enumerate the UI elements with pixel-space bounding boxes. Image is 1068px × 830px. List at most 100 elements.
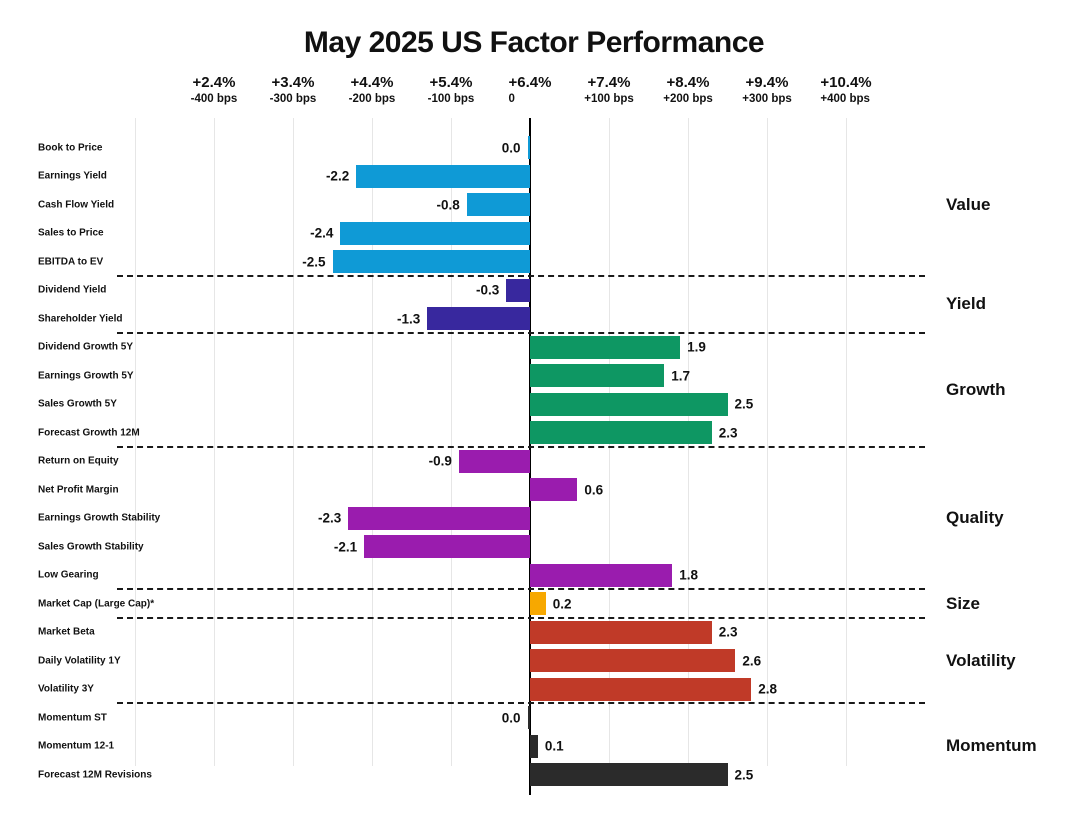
bar-value-label: 0.1 — [544, 738, 564, 754]
group-separator — [117, 274, 925, 277]
factor-label: Earnings Growth Stability — [38, 512, 161, 524]
axis-tick-percent: +6.4% — [508, 74, 552, 91]
factor-bar — [530, 392, 728, 416]
axis-tick: +10.4% +400 bps — [820, 74, 871, 107]
factor-label: Market Cap (Large Cap)* — [38, 598, 155, 609]
factor-label: Sales to Price — [38, 227, 104, 239]
factor-bar — [458, 449, 530, 473]
bar-value-label: 2.3 — [718, 624, 738, 640]
factor-bar — [340, 221, 530, 245]
factor-label: Momentum 12-1 — [38, 740, 115, 752]
factor-bar — [530, 620, 712, 644]
factor-label: Market Beta — [38, 626, 95, 638]
factor-label: Net Profit Margin — [38, 484, 119, 495]
factor-label: Earnings Yield — [38, 170, 107, 182]
factor-label: Return on Equity — [38, 455, 119, 467]
factor-label: Shareholder Yield — [38, 313, 123, 324]
factor-bar — [530, 592, 546, 615]
axis-tick-bps: +100 bps — [584, 93, 634, 105]
factor-bar — [364, 535, 530, 558]
gridline — [371, 118, 373, 766]
bar-value-label: 1.8 — [679, 567, 698, 583]
axis-tick: +5.4% -100 bps — [428, 74, 475, 107]
chart-title: May 2025 US Factor Performance — [303, 26, 765, 59]
group-separator — [117, 588, 925, 591]
axis-tick-bps: -400 bps — [190, 93, 238, 105]
factor-bar — [530, 364, 665, 387]
axis-tick-bps: +400 bps — [820, 93, 870, 105]
axis-tick-bps: +200 bps — [663, 93, 713, 105]
factor-label: Forecast 12M Revisions — [38, 769, 152, 780]
gridline — [766, 118, 768, 766]
bar-value-label: 1.7 — [671, 368, 691, 383]
axis-tick: +8.4% +200 bps — [663, 74, 713, 107]
axis-tick: +4.4% -200 bps — [349, 74, 396, 107]
bar-value-label: 0.0 — [501, 140, 521, 155]
axis-tick-percent: +10.4% — [820, 74, 872, 91]
group-separator — [117, 616, 925, 619]
axis-tick: +3.4% -300 bps — [270, 74, 317, 107]
axis-tick-percent: +7.4% — [587, 74, 631, 91]
axis-tick-bps: +300 bps — [742, 93, 792, 105]
category-label: Yield — [946, 294, 986, 314]
axis-tick-percent: +4.4% — [350, 74, 394, 91]
bar-value-label: -0.3 — [476, 282, 500, 298]
group-separator — [117, 331, 925, 334]
factor-label: Sales Growth 5Y — [38, 398, 117, 410]
group-separator — [117, 445, 925, 448]
factor-bar — [530, 478, 578, 501]
bar-value-label: 0.2 — [552, 596, 572, 611]
factor-bar — [466, 193, 530, 216]
bar-value-label: 0.0 — [501, 710, 521, 725]
factor-bar — [530, 563, 673, 587]
factor-label: Earnings Growth 5Y — [38, 370, 134, 381]
factor-bar — [530, 677, 752, 701]
bar-value-label: 2.8 — [758, 681, 777, 697]
factor-bar — [348, 506, 530, 530]
factor-label: Momentum ST — [38, 712, 107, 723]
gridline — [134, 118, 136, 766]
factor-label: Book to Price — [38, 142, 103, 153]
bar-value-label: -2.1 — [333, 539, 358, 554]
factor-bar — [530, 763, 728, 786]
zero-axis — [529, 118, 531, 795]
bar-value-label: -0.9 — [428, 453, 452, 469]
axis-tick-bps: -300 bps — [269, 93, 317, 105]
gridline — [292, 118, 294, 766]
factor-bar — [506, 278, 530, 302]
factor-bar — [527, 706, 530, 729]
axis-tick: +7.4% +100 bps — [584, 74, 634, 107]
factor-label: Volatility 3Y — [38, 683, 94, 695]
category-label: Size — [946, 593, 981, 613]
category-label: Value — [946, 194, 991, 214]
factor-bar — [530, 734, 538, 758]
factor-bar — [530, 335, 681, 359]
gridline — [845, 118, 847, 766]
factor-label: Daily Volatility 1Y — [38, 655, 121, 666]
axis-tick: +9.4% +300 bps — [742, 74, 792, 107]
factor-bar — [356, 164, 530, 188]
axis-tick-bps: -100 bps — [427, 93, 475, 105]
factor-bar — [527, 136, 530, 159]
bar-value-label: -1.3 — [397, 311, 421, 326]
category-label: Volatility — [946, 650, 1016, 670]
factor-label: Forecast Growth 12M — [38, 427, 140, 438]
gridline — [450, 118, 452, 766]
factor-label: Cash Flow Yield — [38, 199, 115, 210]
axis-tick-percent: +2.4% — [192, 74, 236, 91]
category-label: Quality — [946, 508, 1004, 527]
bar-value-label: -2.2 — [325, 168, 350, 184]
axis-tick-percent: +5.4% — [429, 74, 473, 91]
axis-tick: +6.4% 0 — [509, 74, 552, 107]
bar-value-label: 0.6 — [584, 482, 604, 497]
axis-tick-percent: +3.4% — [271, 74, 315, 91]
factor-label: Dividend Growth 5Y — [38, 341, 134, 353]
axis-tick: +2.4% -400 bps — [191, 74, 238, 107]
bar-value-label: -2.5 — [302, 254, 326, 269]
bar-value-label: 2.5 — [734, 767, 754, 782]
factor-label: Low Gearing — [38, 569, 99, 581]
bar-value-label: 1.9 — [687, 339, 706, 355]
bar-value-label: -2.4 — [310, 225, 334, 241]
bar-value-label: 2.6 — [742, 653, 762, 668]
